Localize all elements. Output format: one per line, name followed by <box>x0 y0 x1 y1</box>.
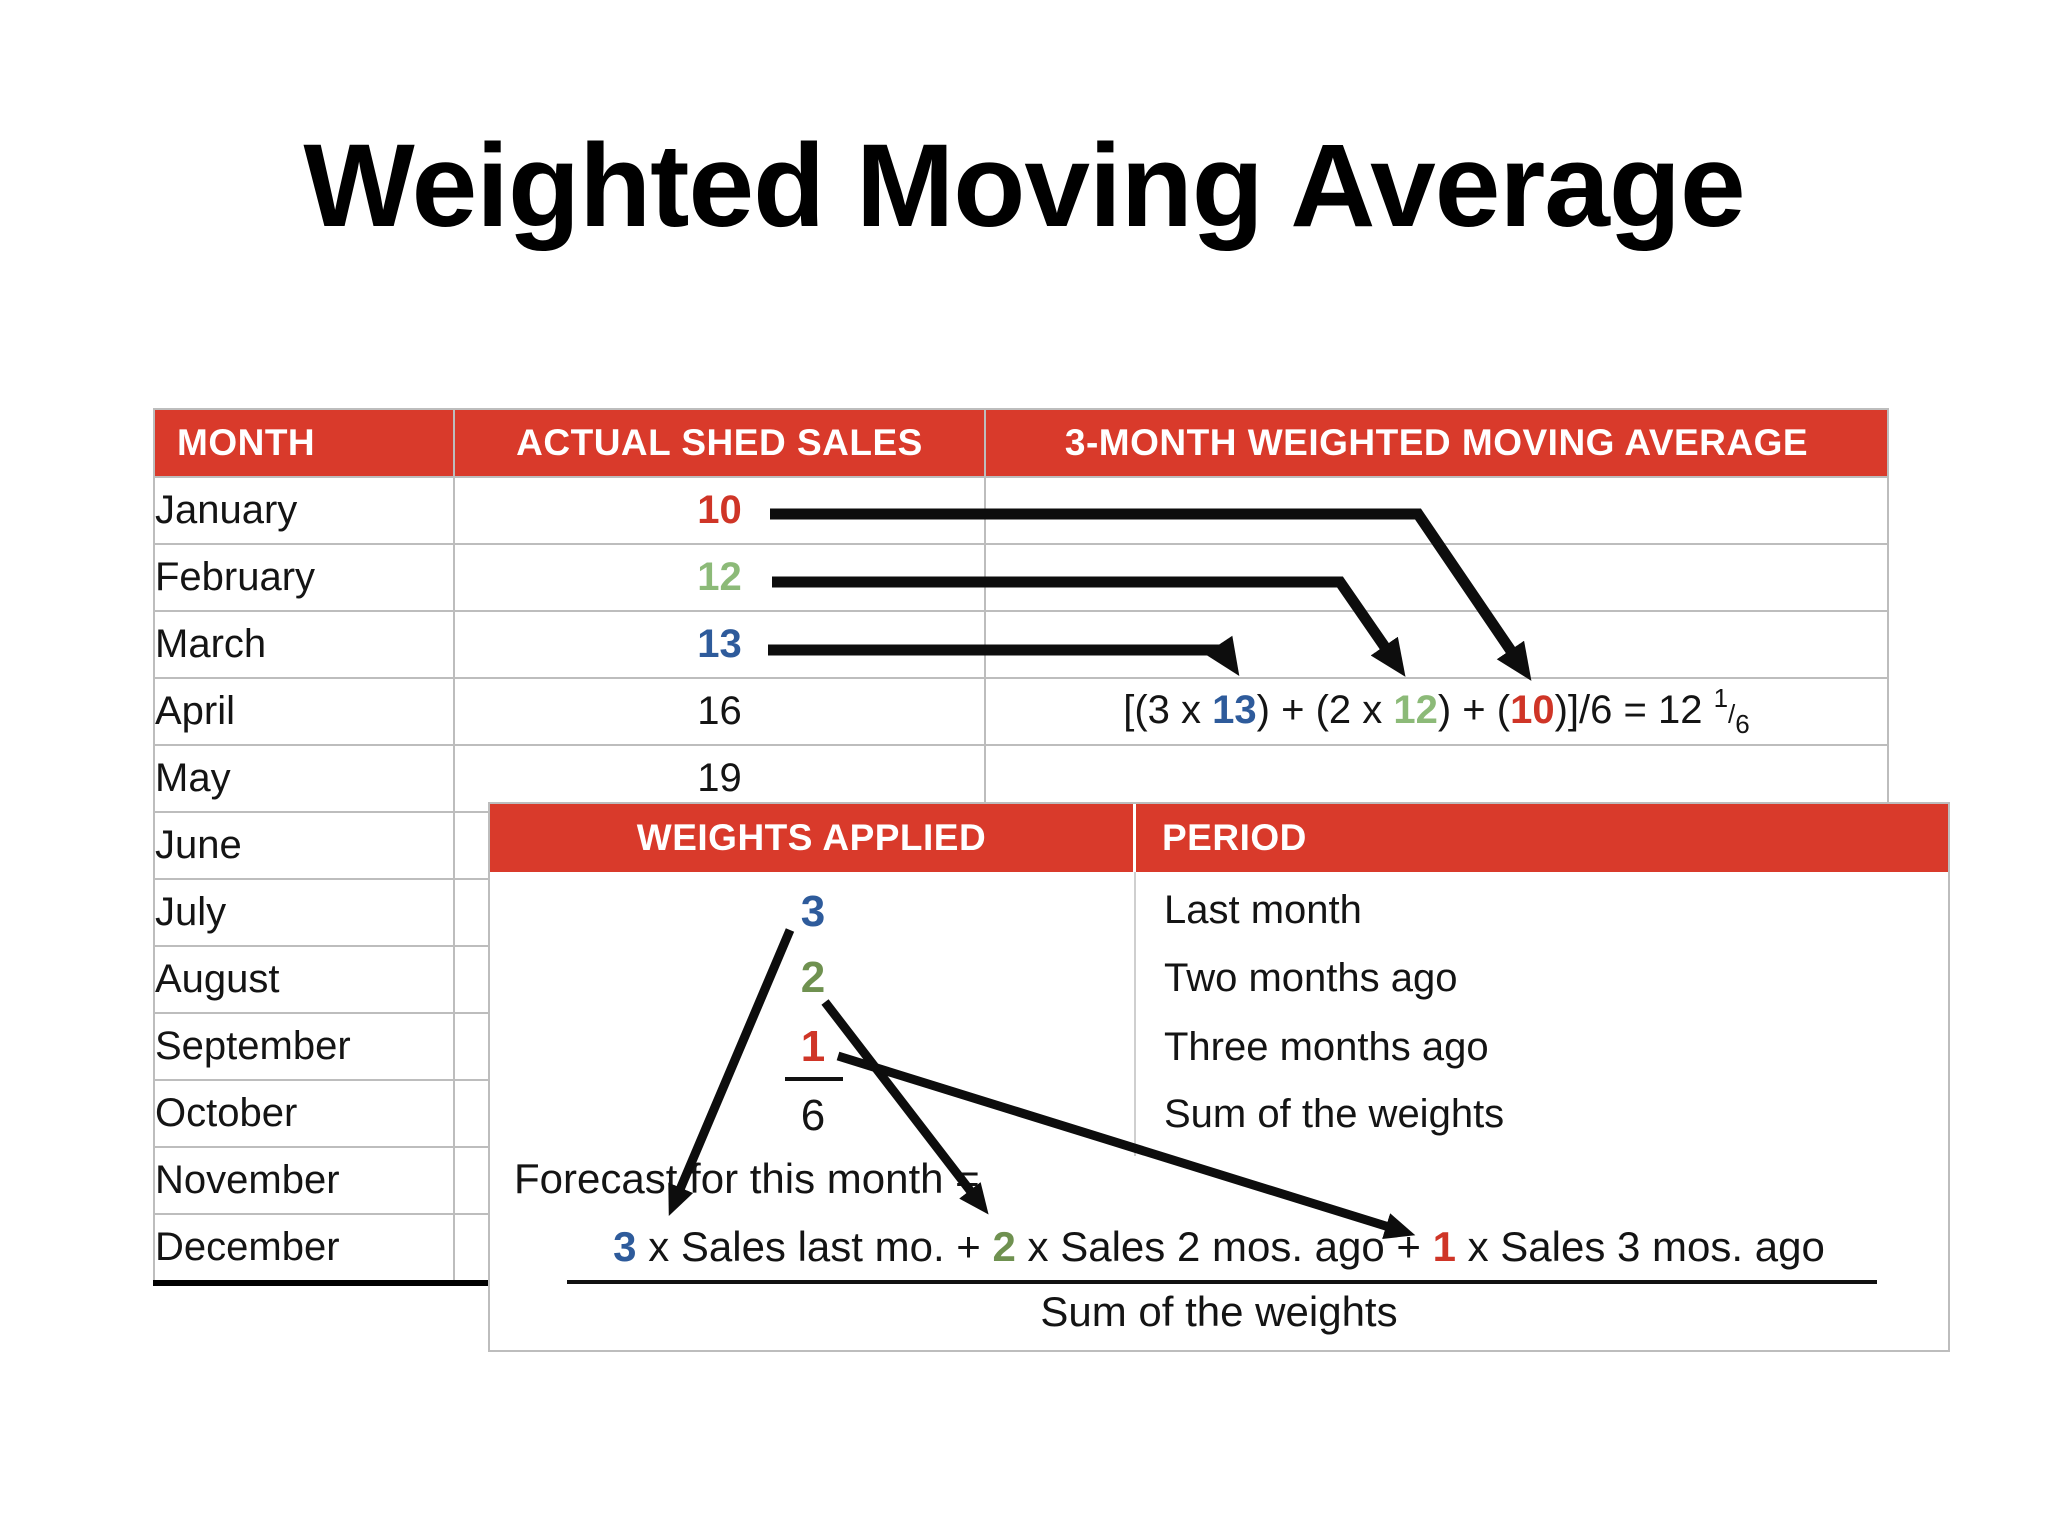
month-cell: May <box>153 744 455 813</box>
formula-weight-1-value: 10 <box>1510 688 1555 732</box>
period-sum-of-weights: Sum of the weights <box>1164 1092 1505 1136</box>
formula-weight-2-value: 12 <box>1393 688 1438 732</box>
weights-card-header: WEIGHTS APPLIED PERIOD <box>490 804 1948 872</box>
forecast-label: Forecast for this month = <box>514 1155 980 1202</box>
formula-weight-3-value: 13 <box>1212 688 1257 732</box>
table-row: January 10 <box>153 476 1889 545</box>
period-two-months-ago: Two months ago <box>1164 956 1458 1000</box>
formula-part: ) + (2 x <box>1256 688 1394 732</box>
numerator-weight-3: 3 <box>613 1223 637 1270</box>
numerator-weight-2: 2 <box>992 1223 1016 1270</box>
forecast-numerator: 3 x Sales last mo. + 2 x Sales 2 mos. ag… <box>490 1223 1948 1271</box>
month-cell: October <box>153 1079 455 1148</box>
period-last-month: Last month <box>1164 888 1362 932</box>
sales-cell: 19 <box>453 744 986 813</box>
table-row: May 19 <box>153 744 1889 813</box>
column-header-wma: 3-MONTH WEIGHTED MOVING AVERAGE <box>984 408 1889 478</box>
wma-cell <box>984 476 1889 545</box>
weights-card: WEIGHTS APPLIED PERIOD 3 2 1 6 Last mont… <box>488 802 1950 1352</box>
sales-cell: 12 <box>453 543 986 612</box>
weight-2: 2 <box>800 953 826 1002</box>
formula-part: [(3 x <box>1123 688 1213 732</box>
formula-fraction: 1/6 <box>1714 683 1750 739</box>
fraction-slash: / <box>1728 699 1736 729</box>
numerator-text: x Sales last mo. + <box>636 1223 993 1270</box>
month-cell: March <box>153 610 455 679</box>
month-cell: January <box>153 476 455 545</box>
fraction-numerator: 1 <box>1713 683 1729 713</box>
page-title: Weighted Moving Average <box>303 120 1745 252</box>
weight-3: 3 <box>800 887 826 936</box>
forecast-denominator-label: Sum of the weights <box>1040 1288 1398 1335</box>
sales-cell: 16 <box>453 677 986 746</box>
sales-cell: 13 <box>453 610 986 679</box>
wma-cell <box>984 543 1889 612</box>
month-cell: December <box>153 1213 455 1284</box>
column-header-weights-applied: WEIGHTS APPLIED <box>490 804 1136 872</box>
column-header-actual-sales: ACTUAL SHED SALES <box>453 408 986 478</box>
sales-table-header-row: MONTH ACTUAL SHED SALES 3-MONTH WEIGHTED… <box>153 408 1889 478</box>
month-cell: November <box>153 1146 455 1215</box>
sum-of-weights-value: 6 <box>800 1091 826 1140</box>
column-header-period: PERIOD <box>1136 804 1948 872</box>
table-row: April 16 [(3 x 13) + (2 x 12) + (10)]/6 … <box>153 677 1889 746</box>
april-wma-formula: [(3 x 13) + (2 x 12) + (10)]/6 = 12 1/6 <box>984 677 1889 746</box>
weights-fraction-bar <box>785 1077 843 1081</box>
card-column-divider <box>1134 872 1136 1156</box>
month-cell: April <box>153 677 455 746</box>
formula-part: ) + ( <box>1437 688 1511 732</box>
numerator-weight-1: 1 <box>1432 1223 1456 1270</box>
table-row: March 13 <box>153 610 1889 679</box>
column-header-month: MONTH <box>153 408 455 478</box>
sales-cell: 10 <box>453 476 986 545</box>
fraction-denominator: 6 <box>1735 709 1750 739</box>
month-cell: June <box>153 811 455 880</box>
forecast-fraction-bar <box>567 1280 1877 1284</box>
numerator-text: x Sales 3 mos. ago <box>1455 1223 1825 1270</box>
wma-cell <box>984 610 1889 679</box>
numerator-text: x Sales 2 mos. ago + <box>1015 1223 1433 1270</box>
weight-1: 1 <box>800 1022 826 1071</box>
period-three-months-ago: Three months ago <box>1164 1025 1489 1069</box>
formula-part: )]/6 = 12 <box>1554 688 1714 732</box>
table-row: February 12 <box>153 543 1889 612</box>
month-cell: July <box>153 878 455 947</box>
month-cell: August <box>153 945 455 1014</box>
month-cell: September <box>153 1012 455 1081</box>
month-cell: February <box>153 543 455 612</box>
